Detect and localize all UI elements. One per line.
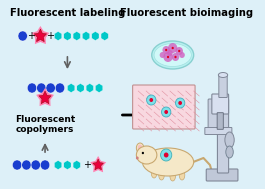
Polygon shape bbox=[86, 84, 93, 92]
Polygon shape bbox=[77, 84, 84, 92]
Circle shape bbox=[168, 43, 177, 53]
Polygon shape bbox=[92, 32, 99, 40]
Polygon shape bbox=[34, 29, 47, 42]
Ellipse shape bbox=[170, 171, 175, 181]
FancyBboxPatch shape bbox=[208, 99, 221, 131]
Circle shape bbox=[37, 83, 46, 93]
Polygon shape bbox=[32, 26, 49, 44]
Circle shape bbox=[31, 160, 40, 170]
Ellipse shape bbox=[154, 43, 191, 67]
Polygon shape bbox=[73, 160, 80, 170]
Circle shape bbox=[161, 149, 172, 161]
Circle shape bbox=[160, 52, 165, 58]
Polygon shape bbox=[55, 160, 62, 170]
Polygon shape bbox=[36, 88, 54, 106]
Ellipse shape bbox=[159, 170, 164, 180]
Circle shape bbox=[55, 83, 65, 93]
Circle shape bbox=[142, 152, 144, 154]
Text: Fluorescent labeling: Fluorescent labeling bbox=[10, 8, 125, 18]
FancyBboxPatch shape bbox=[219, 74, 227, 98]
Text: Fluorescent
copolymers: Fluorescent copolymers bbox=[15, 115, 75, 134]
Circle shape bbox=[178, 50, 180, 52]
Text: +: + bbox=[83, 160, 91, 170]
Text: +: + bbox=[27, 31, 35, 41]
Ellipse shape bbox=[225, 132, 234, 148]
Circle shape bbox=[22, 160, 31, 170]
Polygon shape bbox=[95, 84, 103, 92]
Circle shape bbox=[165, 49, 167, 51]
Circle shape bbox=[164, 153, 169, 157]
Text: +: + bbox=[46, 31, 54, 41]
FancyBboxPatch shape bbox=[206, 169, 238, 181]
FancyBboxPatch shape bbox=[205, 128, 232, 135]
Circle shape bbox=[149, 98, 153, 102]
Polygon shape bbox=[90, 156, 106, 172]
FancyBboxPatch shape bbox=[217, 113, 223, 129]
Ellipse shape bbox=[151, 168, 157, 178]
Ellipse shape bbox=[226, 146, 233, 158]
Polygon shape bbox=[101, 32, 108, 40]
FancyBboxPatch shape bbox=[133, 85, 195, 129]
Ellipse shape bbox=[218, 73, 228, 77]
Circle shape bbox=[171, 47, 174, 49]
Polygon shape bbox=[64, 32, 71, 40]
Circle shape bbox=[178, 101, 182, 105]
Ellipse shape bbox=[142, 148, 194, 176]
Polygon shape bbox=[73, 32, 80, 40]
Polygon shape bbox=[55, 32, 62, 40]
Polygon shape bbox=[39, 91, 51, 104]
Circle shape bbox=[167, 50, 173, 56]
Circle shape bbox=[179, 52, 185, 58]
Ellipse shape bbox=[136, 146, 157, 164]
Circle shape bbox=[167, 56, 169, 58]
Circle shape bbox=[174, 56, 176, 58]
Ellipse shape bbox=[179, 170, 185, 180]
Circle shape bbox=[27, 83, 37, 93]
Ellipse shape bbox=[138, 145, 142, 152]
Circle shape bbox=[147, 95, 156, 105]
Polygon shape bbox=[82, 32, 90, 40]
Circle shape bbox=[40, 160, 50, 170]
Text: Fluorescent bioimaging: Fluorescent bioimaging bbox=[120, 8, 253, 18]
Circle shape bbox=[164, 52, 173, 62]
Circle shape bbox=[136, 156, 139, 160]
Ellipse shape bbox=[136, 143, 144, 153]
Circle shape bbox=[164, 110, 168, 114]
Circle shape bbox=[18, 31, 27, 41]
Circle shape bbox=[46, 83, 55, 93]
Circle shape bbox=[162, 46, 170, 54]
FancyBboxPatch shape bbox=[212, 94, 229, 114]
Polygon shape bbox=[93, 159, 103, 170]
Circle shape bbox=[175, 98, 185, 108]
Circle shape bbox=[175, 47, 183, 55]
Circle shape bbox=[162, 107, 171, 117]
Polygon shape bbox=[68, 84, 75, 92]
Circle shape bbox=[12, 160, 22, 170]
FancyBboxPatch shape bbox=[217, 99, 229, 173]
Circle shape bbox=[172, 53, 179, 61]
Polygon shape bbox=[64, 160, 71, 170]
Ellipse shape bbox=[152, 41, 194, 69]
